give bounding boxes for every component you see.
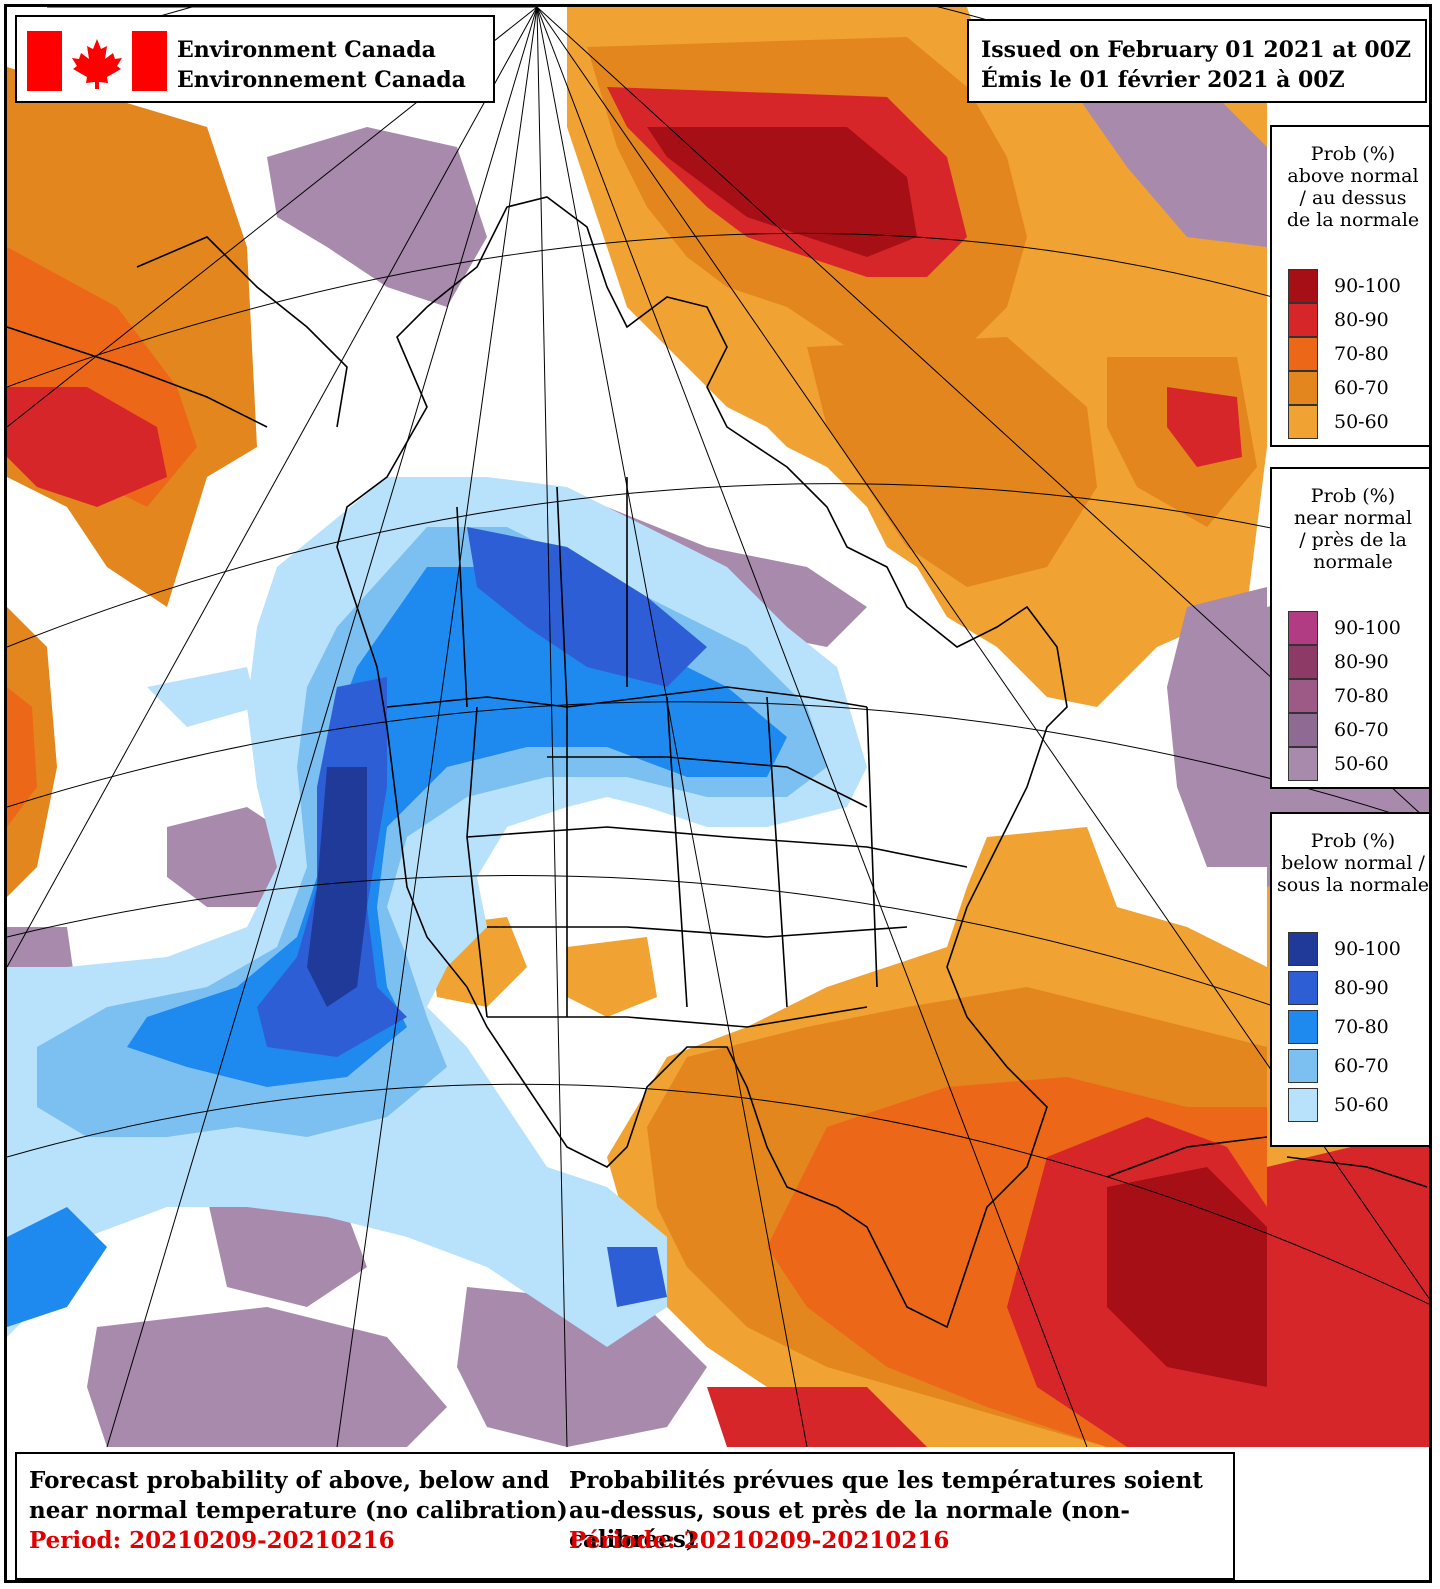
legend-near-normal: Prob (%) near normal / près de la normal… [1270,467,1429,789]
legend-range: 80-90 [1334,977,1389,999]
legend-swatch [1288,303,1318,337]
agency-header: Environment Canada Environnement Canada [15,15,495,103]
caption-en-line1: Forecast probability of above, below and [29,1467,550,1494]
legend-range: 60-70 [1334,719,1389,741]
legend-title-line: below normal / [1281,852,1425,874]
legend-range: 70-80 [1334,685,1389,707]
legend-above-normal: Prob (%) above normal / au dessus de la … [1270,125,1429,447]
legend-swatch [1288,1088,1318,1122]
legend-range: 60-70 [1334,1055,1389,1077]
legend-title-line: / au dessus [1299,187,1407,209]
probability-map [7,7,1429,1580]
agency-name-fr: Environnement Canada [177,67,466,93]
legend-swatch [1288,645,1318,679]
legend-title-line: Prob (%) [1310,830,1396,852]
legend-range: 90-100 [1334,275,1401,297]
legend-swatch [1288,747,1318,781]
legend-range: 90-100 [1334,617,1401,639]
legend-below-normal: Prob (%) below normal / sous la normale … [1270,812,1430,1147]
legend-title-line: above normal [1287,165,1419,187]
legend-range: 70-80 [1334,343,1389,365]
period-fr: Période: 20210209-20210216 [569,1527,950,1554]
legend-swatch [1288,713,1318,747]
legend-range: 60-70 [1334,377,1389,399]
legend-title-line: de la normale [1286,209,1420,231]
legend-swatch [1288,679,1318,713]
legend-swatch [1288,337,1318,371]
coastlines [7,196,1428,1329]
map-frame: Environment Canada Environnement Canada … [4,4,1432,1583]
caption-en-line2: near normal temperature (no calibration) [29,1497,568,1524]
above-normal-areas [7,7,1429,1447]
legend-range: 80-90 [1334,651,1389,673]
legend-swatch [1288,1010,1318,1044]
legend-swatch [1288,269,1318,303]
legend-range: 50-60 [1334,1094,1389,1116]
caption-fr-line2: au-dessus, sous et près de la normale (n… [569,1497,1130,1553]
legend-title-line: near normal [1293,507,1413,529]
legend-title-line: Prob (%) [1310,485,1396,507]
legend-title-line: / près de la [1299,529,1407,551]
legend-swatch [1288,611,1318,645]
caption-fr-line1: Probabilités prévues que les température… [569,1467,1203,1494]
period-en: Period: 20210209-20210216 [29,1527,395,1554]
legend-range: 90-100 [1334,938,1401,960]
legend-range: 50-60 [1334,753,1389,775]
legend-title-line: sous la normale [1276,874,1430,896]
footer-caption: Forecast probability of above, below and… [15,1452,1235,1580]
issue-date-box: Issued on February 01 2021 at 00Z Émis l… [967,19,1427,103]
legend-swatch [1288,405,1318,439]
agency-name-en: Environment Canada [177,37,436,63]
legend-title-line: Prob (%) [1310,143,1396,165]
legend-range: 50-60 [1334,411,1389,433]
legend-range: 80-90 [1334,309,1389,331]
issued-fr: Émis le 01 février 2021 à 00Z [981,67,1345,93]
legend-title-line: normale [1313,551,1393,573]
legend-swatch [1288,371,1318,405]
below-normal-areas [7,477,867,1347]
legend-swatch [1288,932,1318,966]
legend-swatch [1288,1049,1318,1083]
legend-range: 70-80 [1334,1016,1389,1038]
issued-en: Issued on February 01 2021 at 00Z [981,37,1412,63]
canada-flag-icon [27,31,167,91]
legend-swatch [1288,971,1318,1005]
